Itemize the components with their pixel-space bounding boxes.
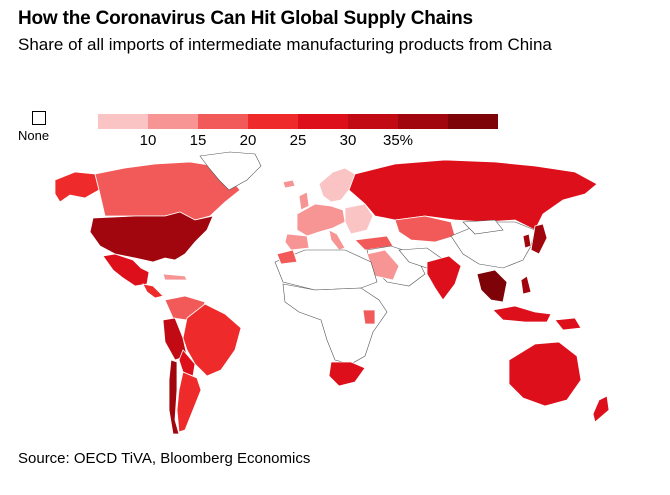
legend-swatch-6 (398, 114, 448, 129)
region-italy (328, 229, 346, 251)
region-mexico (102, 253, 150, 287)
legend-tick-label: 30 (339, 132, 357, 149)
region-canada (94, 161, 241, 221)
region-iceland (282, 179, 296, 189)
legend-swatch-5 (348, 114, 398, 129)
region-iberia (284, 233, 310, 251)
region-north-africa (274, 249, 378, 291)
world-choropleth-map (54, 151, 610, 435)
legend-swatch-3 (248, 114, 298, 129)
region-png (554, 317, 582, 331)
region-japan (530, 223, 548, 255)
region-usa (89, 211, 214, 263)
region-brazil (182, 303, 242, 377)
legend-swatch-7 (448, 114, 498, 129)
region-scandinavia (318, 167, 356, 203)
region-western-europe (296, 203, 346, 237)
legend-swatch-2 (198, 114, 248, 129)
legend-tick-label: 35% (382, 132, 414, 149)
legend-tick-label: 15 (189, 132, 207, 149)
region-mongolia (462, 219, 504, 235)
legend-swatch-4 (298, 114, 348, 129)
region-caribbean (162, 273, 188, 281)
legend-tick-label: 10 (139, 132, 157, 149)
region-india (426, 255, 462, 301)
legend-tick-label: 25 (289, 132, 307, 149)
region-korea (522, 233, 532, 249)
region-southeast-asia (476, 269, 508, 303)
region-russia (348, 159, 598, 231)
region-china (450, 221, 536, 269)
region-australia (508, 341, 582, 407)
legend-swatch-1 (148, 114, 198, 129)
legend-tick-labels: 10 15 20 25 30 35% (98, 132, 448, 152)
region-greenland (199, 151, 262, 191)
region-morocco (276, 249, 298, 265)
chart-subtitle: Share of all imports of intermediate man… (18, 35, 552, 54)
region-central-america (142, 283, 164, 299)
region-alaska (54, 171, 100, 203)
region-sub-saharan-africa (282, 283, 388, 365)
legend-color-scale (98, 114, 498, 129)
region-argentina (176, 371, 202, 433)
region-kenya (362, 309, 376, 325)
region-chile (168, 359, 180, 435)
region-new-zealand (592, 395, 610, 423)
legend-none-label: None (18, 128, 50, 143)
chart-title: How the Coronavirus Can Hit Global Suppl… (18, 8, 473, 29)
region-kazakhstan (394, 215, 456, 243)
legend-none: None (18, 111, 58, 143)
region-uk (298, 191, 310, 211)
region-philippines (520, 275, 532, 295)
legend-swatch-0 (98, 114, 148, 129)
region-south-africa (328, 361, 366, 387)
region-turkey (354, 235, 394, 251)
legend-none-swatch (32, 111, 46, 125)
source-note: Source: OECD TiVA, Bloomberg Economics (18, 450, 311, 467)
legend-tick-label: 20 (239, 132, 257, 149)
region-indonesia (492, 305, 552, 323)
